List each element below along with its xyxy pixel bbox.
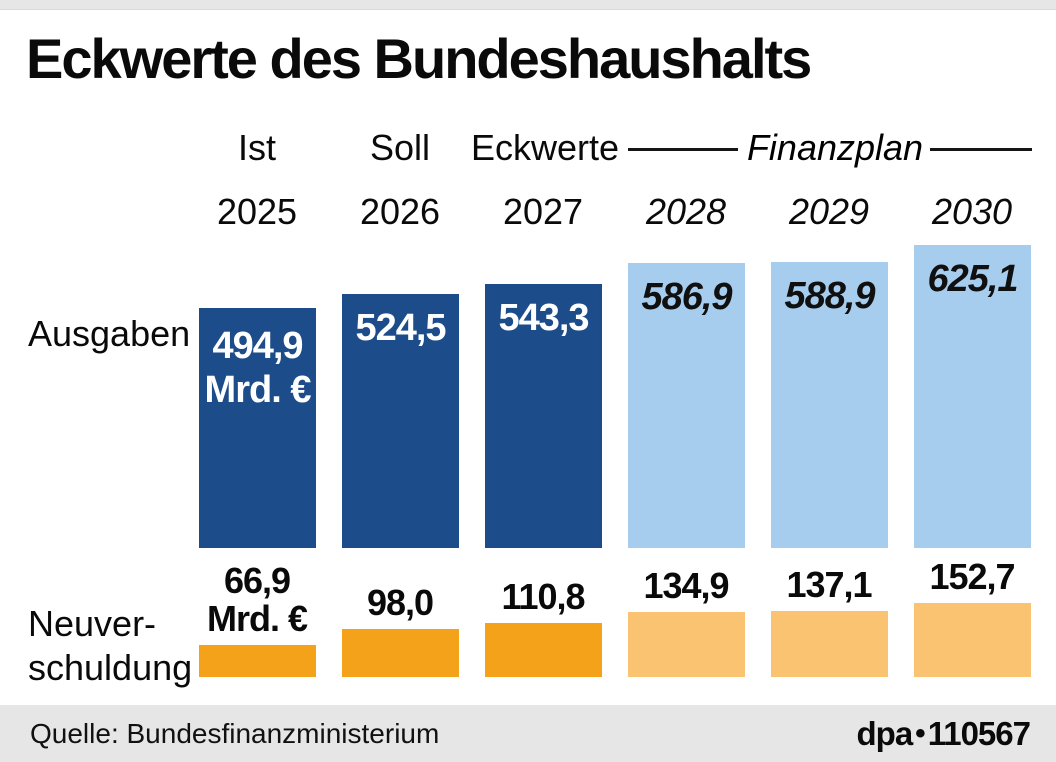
bar-neuverschuldung-2026 [342, 629, 459, 677]
year-label-2025: 2025 [216, 191, 298, 232]
bar-value-neuverschuldung-2027: 110,8 [501, 576, 585, 617]
bar-value-ausgaben-2027: 543,3 [498, 297, 589, 339]
bar-value-neuverschuldung-2025: 66,9 Mrd. € [185, 562, 329, 638]
bar-ausgaben-2026: 524,5 [342, 294, 459, 548]
year-label-2026: 2026 [359, 191, 441, 232]
dpa-bullet-icon: • [915, 716, 925, 750]
bar-neuverschuldung-2029 [771, 611, 888, 677]
year-label-2027: 2027 [502, 191, 584, 232]
dpa-logo: dpa [856, 714, 914, 752]
bar-neuverschuldung-2027 [485, 623, 602, 677]
unit-label-neuverschuldung: Mrd. € [206, 598, 308, 639]
col-header-soll: Soll [369, 127, 431, 168]
bar-value-ausgaben-2028: 586,9 [641, 276, 732, 318]
bar-ausgaben-2025: 494,9 Mrd. € [199, 308, 316, 548]
bar-value-ausgaben-2025: 494,9 Mrd. € [199, 308, 316, 412]
unit-label-ausgaben: Mrd. € [204, 369, 312, 411]
bar-value-neuverschuldung-2030: 152,7 [929, 556, 1015, 597]
col-header-finanzplan: Finanzplan [746, 127, 924, 168]
chart-title: Eckwerte des Bundeshaushalts [26, 27, 812, 90]
year-label-2028: 2028 [645, 191, 727, 232]
source-label: Quelle: Bundesfinanzministerium [30, 717, 440, 749]
bar-ausgaben-2028: 586,9 [628, 263, 745, 548]
col-header-ist: Ist [237, 127, 276, 168]
row-label-ausgaben: Ausgaben [28, 313, 191, 354]
dpa-credit: dpa • 110567 [856, 714, 1032, 753]
bar-value-neuverschuldung-2028: 134,9 [643, 565, 729, 606]
finanzplan-rule-left [628, 148, 738, 151]
top-divider [0, 0, 1056, 10]
finanzplan-rule-right [930, 148, 1032, 151]
bar-value-ausgaben-2029: 588,9 [784, 275, 875, 317]
bar-ausgaben-2029: 588,9 [771, 262, 888, 548]
bar-ausgaben-2027: 543,3 [485, 284, 602, 548]
bar-neuverschuldung-2025 [199, 645, 316, 677]
bar-value-ausgaben-2030: 625,1 [927, 258, 1018, 300]
bar-ausgaben-2030: 625,1 [914, 245, 1031, 548]
bar-value-neuverschuldung-2026: 98,0 [366, 582, 434, 623]
bar-neuverschuldung-2028 [628, 612, 745, 677]
year-label-2029: 2029 [788, 191, 870, 232]
row-label-neuverschuldung: Neuver- schuldung [28, 603, 193, 688]
bar-value-neuverschuldung-2029: 137,1 [786, 564, 872, 605]
year-label-2030: 2030 [931, 191, 1013, 232]
col-header-eckwerte: Eckwerte [471, 127, 620, 168]
footer-bar: Quelle: Bundesfinanzministerium dpa • 11… [0, 705, 1056, 762]
bar-value-ausgaben-2026: 524,5 [355, 307, 446, 349]
dpa-graphic-number: 110567 [927, 714, 1031, 752]
bar-neuverschuldung-2030 [914, 603, 1031, 677]
